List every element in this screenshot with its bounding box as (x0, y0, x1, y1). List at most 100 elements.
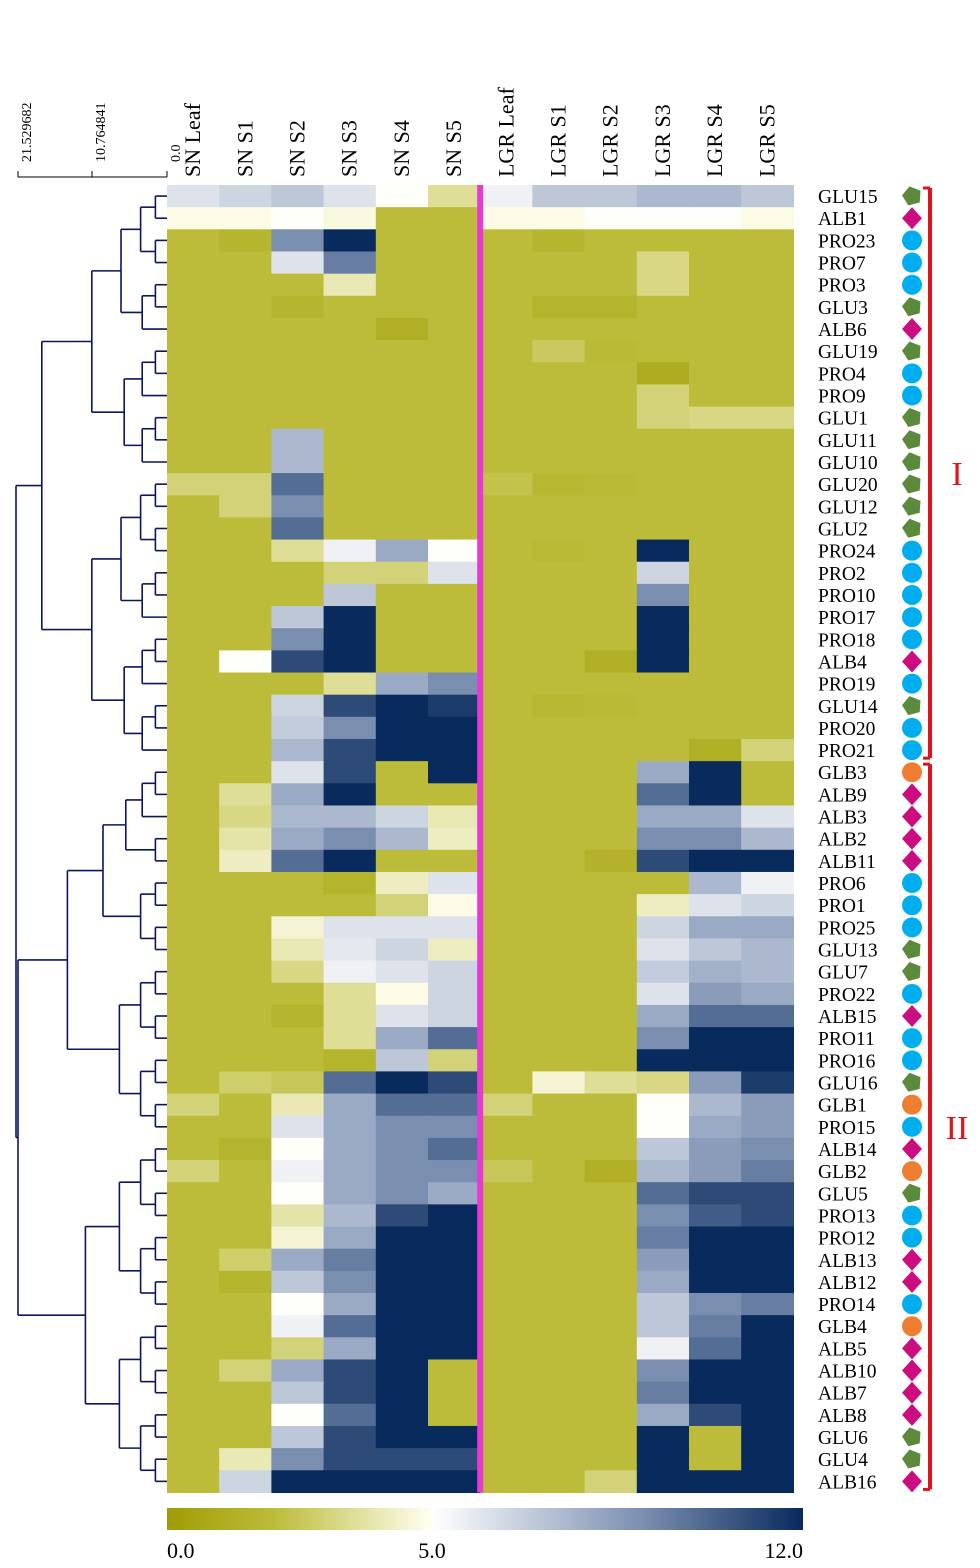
heatmap-cell (375, 960, 429, 984)
heatmap-cell (636, 561, 690, 585)
heatmap-cell (375, 783, 429, 807)
row-label: GLU14 (818, 697, 878, 718)
heatmap-cell (219, 938, 272, 962)
heatmap-cell (219, 871, 272, 895)
family-marker-diamond (902, 1248, 922, 1271)
family-marker-circle (902, 1050, 922, 1071)
heatmap-cell (636, 1337, 690, 1361)
heatmap-cell (375, 1381, 429, 1405)
heatmap-cell (480, 251, 533, 275)
heatmap-cell (689, 650, 742, 674)
heatmap-cell (584, 473, 638, 496)
heatmap-cell (428, 450, 481, 474)
heatmap-cell (584, 362, 638, 386)
heatmap-cell (532, 1093, 586, 1117)
heatmap-cell (741, 694, 794, 718)
heatmap-cell (636, 606, 690, 629)
heatmap-cell (636, 583, 690, 607)
heatmap-cell (219, 805, 272, 829)
heatmap-cell (167, 473, 220, 496)
heatmap-cell (375, 694, 429, 718)
heatmap-cell (480, 495, 533, 518)
heatmap-cell (271, 1027, 325, 1050)
heatmap-cell (584, 251, 638, 275)
column-label: SN S4 (389, 120, 414, 177)
heatmap-cell (428, 1226, 481, 1250)
heatmap-cell (584, 1270, 638, 1294)
row-label: GLB3 (818, 763, 867, 784)
heatmap-cell (428, 295, 481, 319)
heatmap-cell (428, 1248, 481, 1272)
heatmap-cell (167, 229, 220, 253)
heatmap-cell (167, 606, 220, 629)
heatmap-cell (584, 1470, 638, 1494)
heatmap-cell (167, 185, 220, 208)
heatmap-cell (636, 1137, 690, 1161)
heatmap-cell (636, 982, 690, 1006)
heatmap-cell (271, 894, 325, 917)
heatmap-cell (636, 783, 690, 807)
heatmap-cell (428, 251, 481, 275)
heatmap-cell (532, 473, 586, 496)
heatmap-cell (584, 1248, 638, 1272)
heatmap-cell (375, 1160, 429, 1183)
heatmap-cell (271, 517, 325, 541)
heatmap-cell (480, 849, 533, 873)
heatmap-cell (584, 1071, 638, 1095)
heatmap-cell (689, 1425, 742, 1449)
heatmap-cell (689, 185, 742, 208)
heatmap-cell (219, 1071, 272, 1095)
heatmap-cell (636, 185, 690, 208)
heatmap-cell (323, 1337, 377, 1361)
heatmap-cell (375, 1137, 429, 1161)
heatmap-cell (375, 450, 429, 474)
heatmap-cell (480, 362, 533, 386)
heatmap-cell (689, 517, 742, 541)
heatmap-cell (689, 871, 742, 895)
heatmap-cell (689, 561, 742, 585)
heatmap-cell (323, 849, 377, 873)
heatmap-cell (741, 739, 794, 762)
heatmap-cell (689, 1403, 742, 1427)
heatmap-cell (480, 1137, 533, 1161)
heatmap-cell (271, 1071, 325, 1095)
heatmap-cell (689, 960, 742, 984)
family-marker-pentagon (902, 1072, 921, 1092)
heatmap-cell (636, 273, 690, 297)
heatmap-cell (271, 185, 325, 208)
heatmap-cell (480, 1359, 533, 1383)
heatmap-cell (428, 1004, 481, 1028)
heatmap-cell (219, 229, 272, 253)
heatmap-cell (584, 450, 638, 474)
heatmap-cell (428, 428, 481, 452)
heatmap-cell (428, 938, 481, 962)
heatmap-cell (689, 207, 742, 230)
heatmap-cell (271, 1337, 325, 1361)
family-marker-circle (902, 607, 922, 628)
heatmap-cell (532, 1248, 586, 1272)
heatmap-cell (167, 1359, 220, 1383)
heatmap-cell (323, 761, 377, 784)
family-marker-circle (902, 252, 922, 273)
heatmap-cell (636, 1425, 690, 1449)
heatmap-cell (428, 207, 481, 230)
heatmap-cell (584, 295, 638, 319)
heatmap-cell (689, 1115, 742, 1139)
heatmap-cell (375, 295, 429, 319)
heatmap-cell (375, 871, 429, 895)
family-marker-pentagon (902, 408, 921, 427)
heatmap-cell (584, 561, 638, 585)
family-marker-circle (902, 562, 922, 583)
heatmap-cell (636, 827, 690, 851)
column-label: SN S2 (285, 120, 310, 177)
heatmap-cell (741, 650, 794, 674)
heatmap-cell (584, 1115, 638, 1139)
heatmap-cell (167, 495, 220, 518)
heatmap-cell (219, 273, 272, 297)
heatmap-cell (689, 362, 742, 386)
heatmap-cell (323, 827, 377, 851)
heatmap-cell (323, 650, 377, 674)
row-label: ALB2 (818, 830, 867, 851)
heatmap-cell (689, 1315, 742, 1338)
row-label: PRO7 (818, 254, 866, 275)
